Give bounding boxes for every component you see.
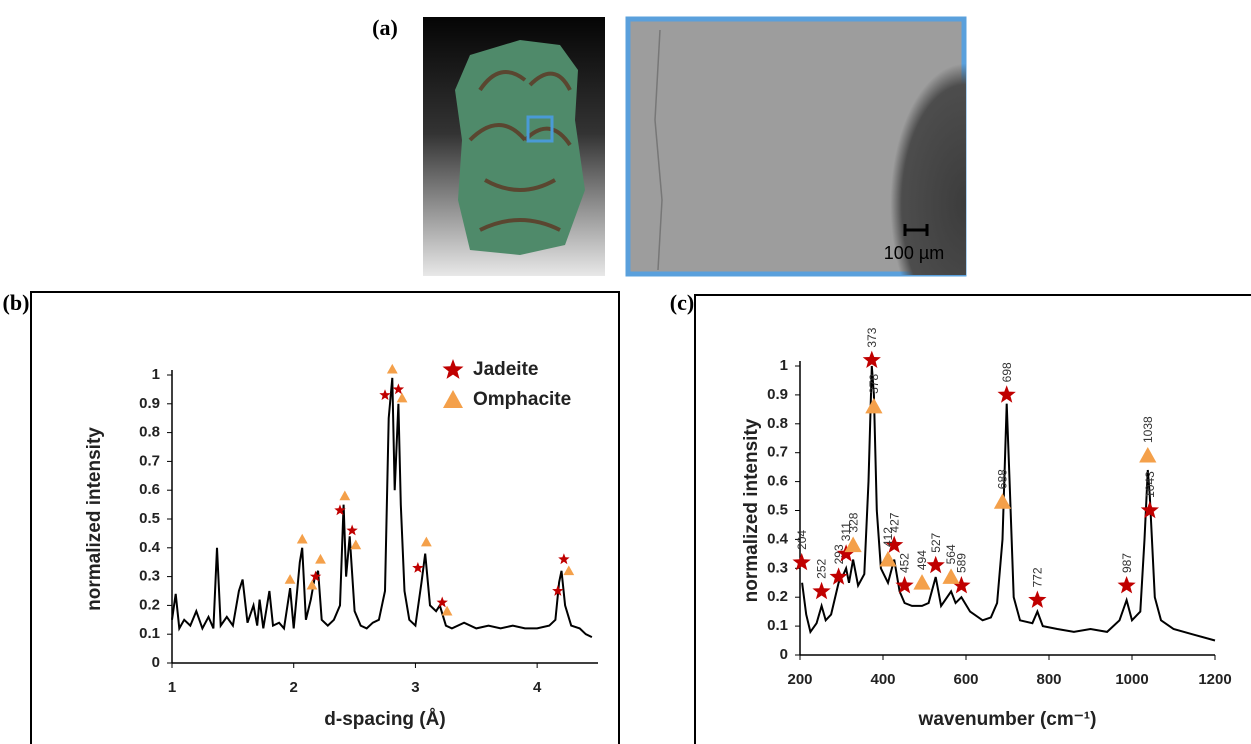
jadeite-marker (379, 389, 390, 400)
jadeite-marker (1028, 591, 1046, 608)
peak-label: 412 (881, 527, 895, 547)
scale-bar-label: 100 µm (884, 243, 944, 263)
peak-label: 252 (815, 558, 829, 578)
y-tick-label: 0.4 (139, 539, 161, 556)
x-tick-label: 1 (168, 679, 176, 696)
omphacite-marker (913, 574, 930, 590)
peak-label: 378 (867, 374, 881, 394)
y-tick-label: 0.8 (767, 415, 788, 432)
micrograph: 100 µm (628, 19, 966, 275)
omphacite-marker (397, 393, 408, 403)
peak-label: 452 (898, 553, 912, 573)
y-tick-label: 0.1 (767, 617, 788, 634)
spectrum-line (172, 378, 592, 637)
figure: (a) 100 µm (b) (c) 0 0.1 0.2 0.3 0.4 0.5 0.6 0.… (0, 0, 1251, 744)
y-tick-label: 0.9 (767, 386, 788, 403)
y-tick-label: 0.9 (139, 395, 160, 412)
legend-label: Omphacite (473, 389, 571, 410)
peak-label: 328 (846, 512, 860, 532)
legend-label: Jadeite (473, 359, 538, 380)
x-tick-label: 400 (870, 671, 895, 688)
y-tick-label: 0.5 (767, 501, 788, 518)
x-tick-label: 1000 (1115, 671, 1148, 688)
jadeite-marker (412, 562, 423, 573)
y-tick-label: 0.7 (139, 452, 160, 469)
y-axis-label: normalized intensity (741, 418, 762, 602)
y-tick-label: 0.2 (767, 588, 788, 605)
omphacite-marker (285, 574, 296, 584)
x-tick-label: 4 (533, 679, 542, 696)
peak-label: 1038 (1141, 416, 1155, 443)
omphacite-marker (563, 565, 574, 575)
y-tick-label: 0.6 (139, 481, 160, 498)
jadeite-marker (1118, 576, 1136, 593)
omphacite-marker (994, 493, 1011, 509)
y-tick-label: 0.2 (139, 596, 160, 613)
jadeite-marker (437, 597, 448, 608)
jadeite-marker (863, 351, 881, 368)
y-tick-label: 1 (152, 366, 160, 383)
x-tick-label: 2 (290, 679, 298, 696)
panel-label: (a) (372, 15, 398, 40)
jadeite-marker (393, 383, 404, 394)
y-tick-label: 1 (780, 357, 788, 374)
peak-label: 688 (996, 469, 1010, 489)
peak-label: 373 (865, 327, 879, 347)
y-tick-label: 0.4 (767, 530, 789, 547)
jadeite-marker (812, 582, 830, 599)
x-tick-label: 800 (1036, 671, 1061, 688)
peak-label: 564 (944, 544, 958, 564)
omphacite-marker (421, 537, 432, 547)
legend-symbol (443, 359, 464, 379)
omphacite-marker (297, 534, 308, 544)
photo (423, 17, 605, 276)
panel-label: (c) (670, 290, 694, 315)
jadeite-marker (927, 556, 945, 573)
legend-symbol (443, 390, 463, 408)
x-axis-label: wavenumber (cm⁻¹) (918, 709, 1097, 730)
omphacite-marker (339, 491, 350, 501)
omphacite-marker (1139, 447, 1156, 463)
x-tick-label: 200 (787, 671, 812, 688)
peak-label: 772 (1031, 567, 1045, 587)
omphacite-marker (442, 606, 453, 616)
peak-label: 1043 (1143, 471, 1157, 498)
peak-label: 987 (1120, 553, 1134, 573)
x-axis-label: d-spacing (Å) (324, 709, 445, 730)
peak-label: 494 (915, 550, 929, 570)
omphacite-marker (315, 554, 326, 564)
jadeite-marker (998, 385, 1016, 402)
jadeite-marker (793, 553, 811, 570)
peak-label: 527 (929, 532, 943, 552)
y-axis-label: normalized intensity (84, 427, 105, 611)
y-tick-label: 0 (780, 646, 788, 663)
spectrum-line (802, 366, 1215, 641)
jadeite-marker (558, 553, 569, 564)
y-tick-label: 0.6 (767, 473, 788, 490)
x-tick-label: 3 (411, 679, 419, 696)
y-tick-label: 0.3 (139, 568, 160, 585)
omphacite-marker (350, 540, 361, 550)
panel-label: (b) (3, 290, 30, 315)
jadeite-marker (346, 525, 357, 536)
x-tick-label: 600 (953, 671, 978, 688)
peak-label: 698 (1000, 362, 1014, 382)
omphacite-marker (865, 398, 882, 414)
y-tick-label: 0.7 (767, 444, 788, 461)
x-tick-label: 1200 (1198, 671, 1231, 688)
peak-label: 204 (795, 530, 809, 550)
omphacite-marker (307, 580, 318, 590)
y-tick-label: 0.8 (139, 424, 160, 441)
omphacite-marker (879, 551, 896, 567)
y-tick-label: 0.1 (139, 625, 160, 642)
y-tick-label: 0.3 (767, 559, 788, 576)
y-tick-label: 0 (152, 654, 160, 671)
omphacite-marker (387, 364, 398, 374)
y-tick-label: 0.5 (139, 510, 160, 527)
